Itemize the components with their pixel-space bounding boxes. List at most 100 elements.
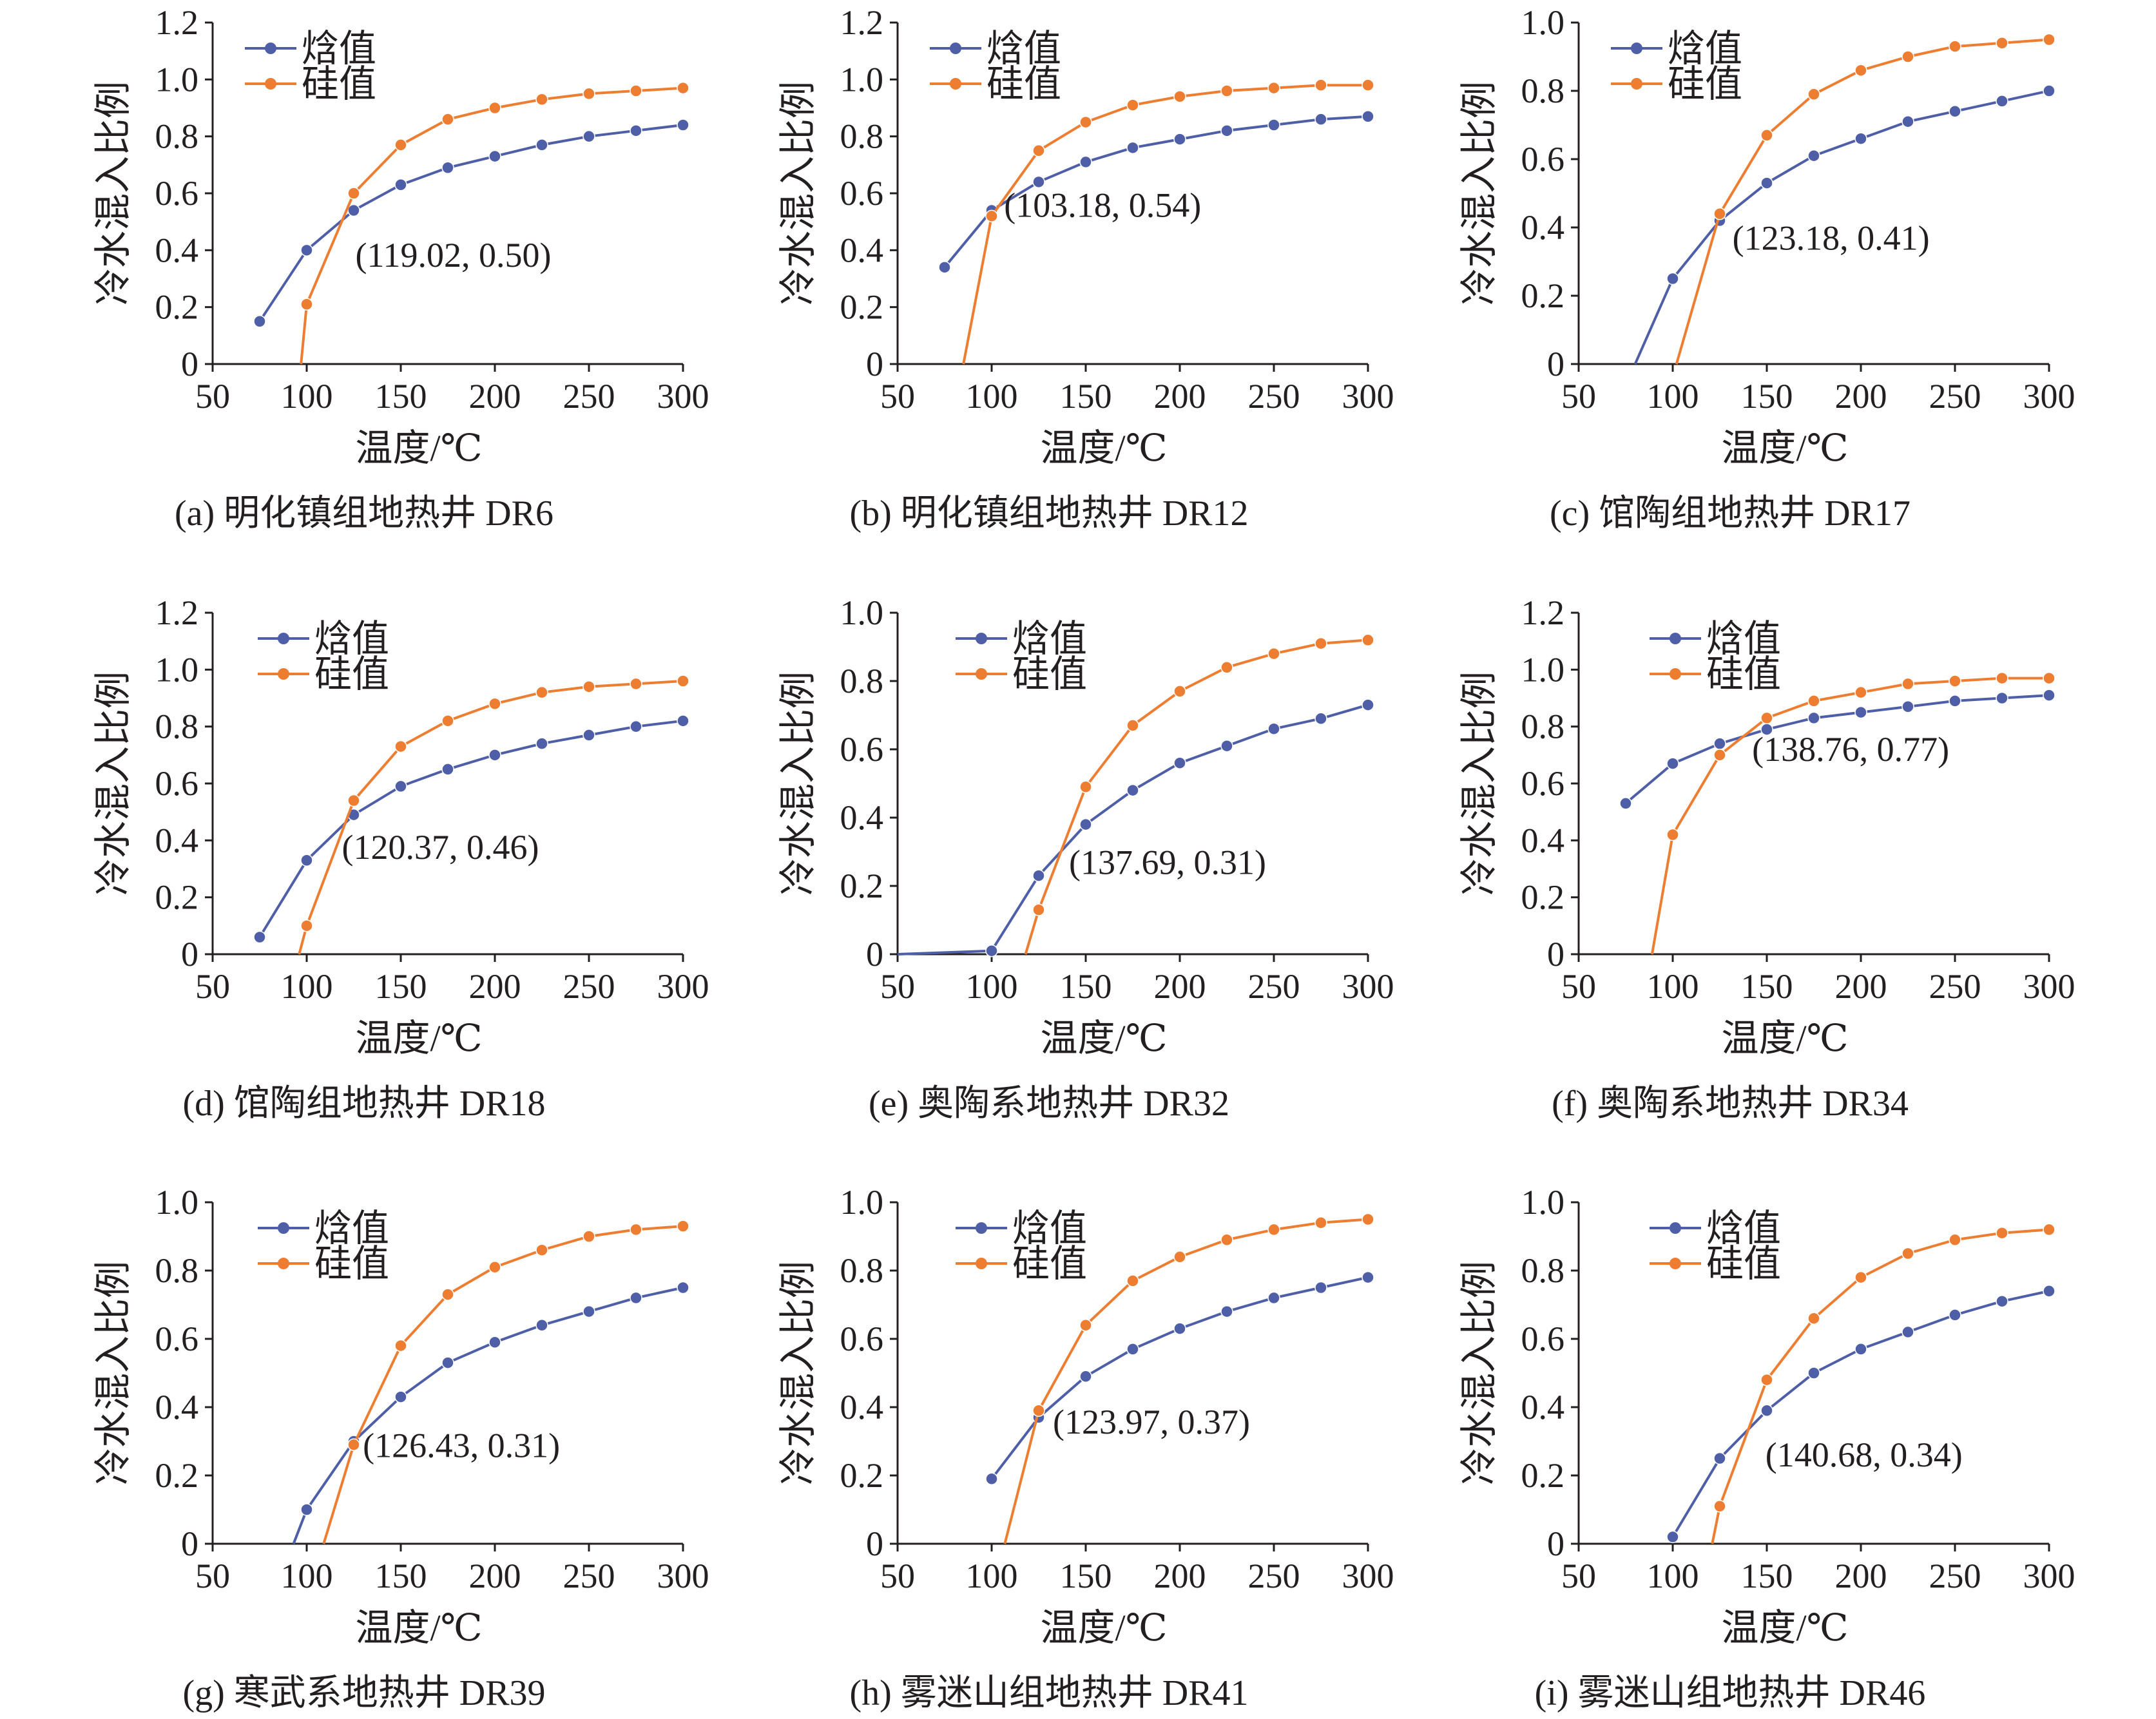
series-line-silica xyxy=(300,86,684,365)
data-point-silica xyxy=(1807,88,1820,101)
y-tick-label: 0.8 xyxy=(1521,707,1565,746)
x-axis-title: 温度/℃ xyxy=(1041,1607,1168,1649)
data-point-enthalpy xyxy=(1901,115,1914,128)
x-axis-title: 温度/℃ xyxy=(1722,1607,1849,1649)
data-point-silica xyxy=(1996,37,2008,50)
y-tick-label: 0.6 xyxy=(155,174,199,213)
data-point-enthalpy xyxy=(1079,818,1092,831)
chart-panel-i: 50 100 150 200 250 300 0 0.2 0.4 0.6 0.8 1.0 冷水混入比例温… xyxy=(1458,1183,2075,1713)
data-point-enthalpy xyxy=(1126,1343,1139,1356)
data-point-enthalpy xyxy=(1807,1367,1820,1379)
intersection-annotation: (120.37, 0.46) xyxy=(342,828,539,867)
y-tick-label: 0 xyxy=(1547,345,1564,383)
y-axis-title: 冷水混入比例 xyxy=(92,81,134,305)
data-point-enthalpy xyxy=(1267,119,1280,131)
x-tick-label: 200 xyxy=(1154,1557,1206,1595)
data-point-silica xyxy=(1713,207,1726,220)
x-tick-label: 50 xyxy=(1561,377,1596,416)
y-tick-label: 1.2 xyxy=(1521,593,1565,632)
y-tick-label: 0.2 xyxy=(155,878,199,917)
series-line-enthalpy xyxy=(258,124,684,322)
data-point-enthalpy xyxy=(1949,1309,1961,1321)
y-tick-label: 1.0 xyxy=(1521,1183,1565,1222)
data-point-silica xyxy=(535,93,548,106)
data-point-silica xyxy=(1760,711,1773,725)
data-point-enthalpy xyxy=(1362,698,1374,711)
data-point-enthalpy xyxy=(985,1472,998,1486)
data-point-enthalpy xyxy=(488,749,501,762)
data-point-silica xyxy=(1949,40,1961,53)
data-point-enthalpy xyxy=(1267,1291,1280,1305)
y-tick-label: 1.2 xyxy=(840,3,884,42)
data-point-silica xyxy=(1032,144,1045,157)
x-tick-label: 150 xyxy=(1060,1557,1112,1595)
y-tick-label: 0 xyxy=(866,345,883,383)
y-tick-label: 0.4 xyxy=(1521,208,1565,247)
legend-label: 硅值 xyxy=(987,63,1061,105)
data-point-enthalpy xyxy=(535,139,548,151)
data-point-enthalpy xyxy=(394,1390,407,1403)
y-tick-label: 0.4 xyxy=(155,231,199,269)
data-point-silica xyxy=(1901,50,1914,63)
data-point-enthalpy xyxy=(535,737,548,750)
x-tick-label: 150 xyxy=(375,1557,427,1595)
data-point-silica xyxy=(488,697,501,711)
y-tick-label: 0.2 xyxy=(840,288,884,327)
data-point-enthalpy xyxy=(488,149,501,163)
data-point-enthalpy xyxy=(630,1291,642,1305)
chart-panel-c: 50 100 150 200 250 300 0 0.2 0.4 0.6 0.8 1.0 冷水混入比例温… xyxy=(1458,3,2075,533)
data-point-enthalpy xyxy=(1996,95,2008,108)
series-line-enthalpy xyxy=(1633,90,2050,365)
data-point-enthalpy xyxy=(677,715,689,727)
x-tick-label: 150 xyxy=(1741,1557,1793,1595)
legend-marker xyxy=(265,78,276,90)
data-point-enthalpy xyxy=(1619,797,1632,810)
data-point-silica xyxy=(535,686,548,699)
data-point-silica xyxy=(1173,685,1186,698)
legend-marker xyxy=(1670,1222,1681,1234)
x-tick-label: 150 xyxy=(1060,377,1112,416)
legend-label: 焓值 xyxy=(1668,28,1742,70)
y-tick-label: 0.8 xyxy=(155,117,199,156)
x-tick-label: 100 xyxy=(966,1557,1018,1595)
panel-caption: (c) 馆陶组地热井 DR17 xyxy=(1550,494,1911,533)
data-point-enthalpy xyxy=(1267,722,1280,735)
data-point-enthalpy xyxy=(347,204,360,217)
data-point-silica xyxy=(441,113,454,126)
y-tick-label: 1.2 xyxy=(155,593,199,632)
data-point-silica xyxy=(300,919,313,932)
data-point-silica xyxy=(1807,1312,1820,1325)
data-point-enthalpy xyxy=(1901,700,1914,713)
x-tick-label: 200 xyxy=(469,967,521,1006)
legend-marker xyxy=(278,1258,289,1269)
data-point-enthalpy xyxy=(1854,132,1867,145)
y-tick-label: 0.6 xyxy=(1521,764,1565,803)
data-point-enthalpy xyxy=(2043,84,2055,97)
x-tick-label: 300 xyxy=(657,1557,709,1595)
data-point-enthalpy xyxy=(1996,1294,2008,1308)
data-point-silica xyxy=(1760,1373,1773,1387)
panel-caption: (a) 明化镇组地热井 DR6 xyxy=(175,494,553,533)
legend-label: 硅值 xyxy=(1012,653,1087,695)
legend-label: 焓值 xyxy=(1706,1207,1781,1249)
series-line-enthalpy xyxy=(897,704,1369,956)
legend-marker xyxy=(1670,668,1681,680)
y-tick-label: 1.0 xyxy=(840,60,884,99)
data-point-silica xyxy=(1996,671,2008,685)
data-point-silica xyxy=(1807,695,1820,707)
data-point-enthalpy xyxy=(394,178,407,191)
data-point-silica xyxy=(1126,1274,1139,1287)
data-point-silica xyxy=(347,187,360,200)
data-point-enthalpy xyxy=(1666,757,1679,770)
x-tick-label: 50 xyxy=(880,377,915,416)
data-point-enthalpy xyxy=(1079,155,1092,169)
data-point-silica xyxy=(1267,647,1280,660)
x-tick-label: 150 xyxy=(1060,967,1112,1006)
data-point-silica xyxy=(1220,1233,1233,1247)
data-point-silica xyxy=(488,101,501,115)
y-tick-label: 0 xyxy=(1547,935,1564,974)
y-tick-label: 0.4 xyxy=(1521,821,1565,860)
x-axis-title: 温度/℃ xyxy=(1722,427,1849,469)
legend-label: 焓值 xyxy=(1012,1207,1087,1249)
data-point-enthalpy xyxy=(1666,1530,1679,1544)
